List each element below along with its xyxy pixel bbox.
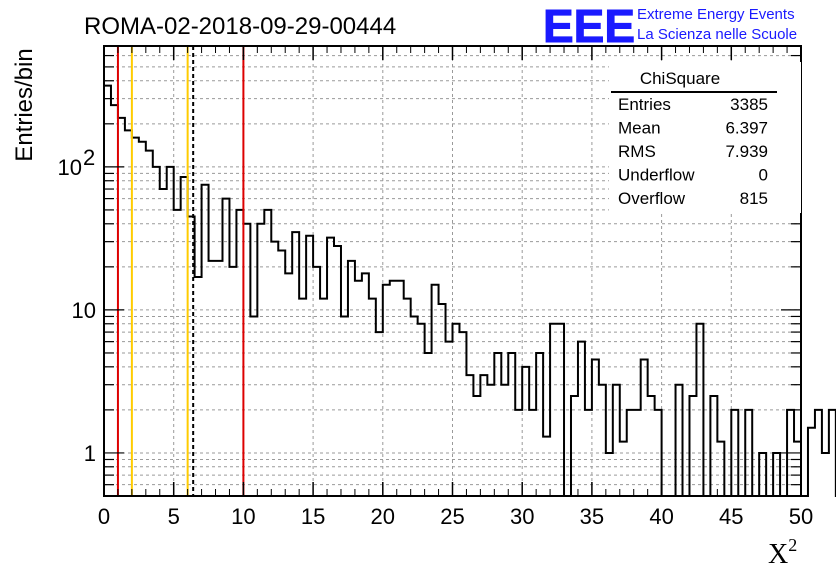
stats-value: 815 [740, 189, 768, 208]
stats-box-title: ChiSquare [640, 69, 720, 88]
stats-label: RMS [618, 142, 656, 161]
chart-title: ROMA-02-2018-09-29-00444 [84, 13, 396, 40]
stats-value: 6.397 [725, 119, 768, 138]
stats-label: Mean [618, 119, 661, 138]
eee-logo: EEE Extreme Energy Events La Scienza nel… [543, 0, 798, 53]
x-axis-label: X2 [768, 535, 797, 570]
stats-value: 3385 [730, 95, 768, 114]
reference-lines [116, 46, 245, 496]
x-axis-label-base: X [768, 539, 788, 570]
x-tick-label: 30 [510, 504, 534, 529]
stats-label: Overflow [618, 189, 686, 208]
x-tick-label: 50 [789, 504, 813, 529]
logo-line-1: Extreme Energy Events [637, 6, 795, 23]
y-tick-label: 1 [84, 441, 96, 466]
stats-value: 0 [759, 166, 768, 185]
x-tick-label: 45 [719, 504, 743, 529]
x-tick-label: 25 [440, 504, 464, 529]
stats-label: Entries [618, 95, 671, 114]
x-tick-label: 0 [98, 504, 110, 529]
stats-rows: Entries 3385 Mean 6.397 RMS 7.939 Underflow 0 Ov… [618, 95, 768, 208]
x-tick-label: 10 [231, 504, 255, 529]
y-axis-label: Entries/bin [11, 48, 38, 161]
x-tick-label: 35 [580, 504, 604, 529]
x-tick-label: 15 [301, 504, 325, 529]
stats-value: 7.939 [725, 142, 768, 161]
histogram-outline [103, 84, 836, 497]
y-tick-label: 10 [72, 298, 96, 323]
logo-line-2: La Scienza nelle Scuole [637, 26, 797, 43]
stats-box: ChiSquare Entries 3385 Mean 6.397 RMS 7.939 Un… [609, 62, 801, 213]
y-tick-label: 10 [58, 155, 82, 180]
x-tick-label: 40 [649, 504, 673, 529]
x-tick-label: 20 [371, 504, 395, 529]
eee-logo-mark: EEE [543, 0, 635, 52]
x-tick-label: 5 [168, 504, 180, 529]
stats-label: Underflow [618, 166, 695, 185]
stats-box-background [609, 62, 801, 213]
x-axis-label-superscript: 2 [788, 535, 797, 555]
y-tick-exponent: 2 [83, 145, 95, 170]
